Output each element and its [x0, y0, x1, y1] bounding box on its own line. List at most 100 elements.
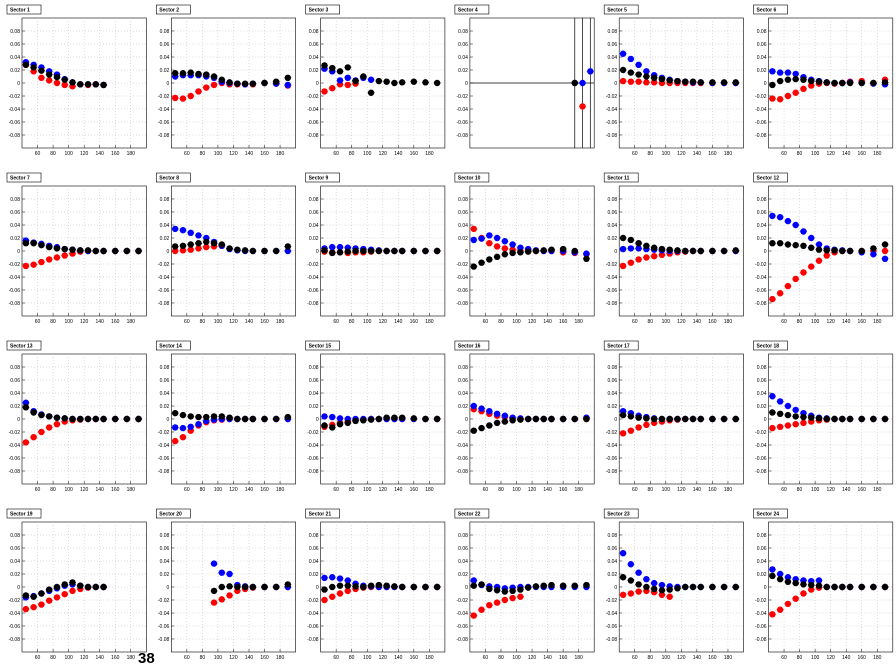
- data-point: [261, 79, 268, 87]
- y-tick-label: 0.06: [458, 546, 468, 552]
- data-point: [321, 596, 328, 604]
- y-tick-label: -0.04: [158, 107, 170, 113]
- y-tick-label: -0.04: [307, 107, 319, 113]
- y-tick-label: 0: [316, 417, 319, 423]
- y-tick-label: 0.08: [757, 533, 767, 539]
- y-tick-label: 0.06: [309, 210, 319, 216]
- data-point: [658, 581, 666, 589]
- data-point: [61, 415, 68, 422]
- data-point: [517, 593, 524, 600]
- x-tick-label: 180: [127, 655, 136, 661]
- data-point: [92, 247, 100, 255]
- y-tick-label: -0.04: [158, 611, 170, 617]
- chart-title-box: [156, 508, 191, 519]
- data-point: [336, 243, 344, 251]
- y-tick-label: 0.04: [757, 559, 767, 565]
- data-point: [336, 68, 344, 75]
- data-point: [391, 247, 398, 255]
- data-point: [792, 89, 799, 96]
- chart-title-box: [305, 508, 340, 519]
- data-point: [272, 583, 280, 591]
- data-point: [784, 411, 792, 419]
- data-point: [391, 414, 398, 421]
- data-point: [433, 79, 441, 87]
- y-tick-label: -0.04: [9, 107, 21, 113]
- data-point: [643, 68, 650, 75]
- data-point: [792, 275, 799, 283]
- y-tick-label: -0.06: [9, 456, 21, 462]
- x-tick-label: 80: [797, 151, 803, 157]
- data-point: [433, 247, 441, 255]
- chart-title: Sector 16: [458, 344, 481, 350]
- data-point: [650, 585, 658, 593]
- data-point: [383, 582, 390, 589]
- data-point: [321, 413, 328, 420]
- data-point: [846, 583, 854, 591]
- x-tick-label: 120: [826, 319, 835, 325]
- x-tick-label: 140: [394, 655, 403, 661]
- chart-title: Sector 13: [10, 344, 33, 350]
- data-point: [635, 71, 642, 78]
- data-point: [524, 248, 532, 255]
- x-tick-label: 140: [842, 487, 851, 493]
- data-point: [470, 577, 477, 584]
- data-point: [210, 587, 218, 595]
- x-tick-label: 80: [349, 151, 355, 157]
- data-point: [583, 255, 590, 262]
- y-tick-label: -0.02: [456, 598, 468, 604]
- y-tick-label: -0.08: [456, 469, 468, 475]
- data-point: [509, 249, 516, 257]
- data-point: [548, 581, 555, 589]
- y-tick-label: 0.02: [309, 236, 319, 242]
- data-point: [784, 600, 792, 608]
- data-point: [22, 439, 30, 446]
- data-point: [769, 95, 776, 102]
- data-point: [571, 582, 578, 589]
- y-tick-label: -0.02: [606, 598, 618, 604]
- x-tick-label: 100: [64, 151, 73, 157]
- y-tick-label: 0.08: [10, 365, 20, 371]
- data-point: [776, 606, 784, 613]
- data-point: [881, 415, 889, 423]
- data-point: [210, 240, 218, 247]
- y-tick-label: 0.08: [160, 29, 170, 35]
- data-point: [776, 423, 784, 430]
- x-tick-label: 120: [826, 487, 835, 493]
- y-tick-label: 0.02: [309, 68, 319, 74]
- data-point: [383, 247, 390, 255]
- data-point: [84, 583, 92, 591]
- chart-title-box: [603, 340, 639, 351]
- y-tick-label: -0.02: [158, 262, 170, 268]
- data-point: [433, 583, 441, 591]
- x-tick-label: 60: [483, 487, 489, 493]
- data-point: [643, 79, 650, 86]
- data-point: [30, 64, 37, 71]
- data-point: [650, 415, 658, 423]
- data-point: [650, 579, 658, 587]
- data-point: [241, 415, 249, 423]
- data-point: [532, 415, 540, 423]
- x-tick-label: 140: [394, 319, 403, 325]
- footer-label: 38: [138, 650, 155, 667]
- y-tick-label: -0.06: [456, 288, 468, 294]
- data-point: [84, 415, 92, 423]
- x-tick-label: 60: [483, 655, 489, 661]
- y-tick-label: 0.06: [160, 378, 170, 384]
- y-tick-label: 0: [167, 585, 170, 591]
- data-point: [769, 409, 776, 416]
- data-point: [870, 251, 877, 258]
- data-point: [881, 247, 889, 255]
- y-tick-label: -0.02: [307, 430, 319, 436]
- data-point: [123, 415, 131, 423]
- x-tick-label: 80: [797, 655, 803, 661]
- data-point: [493, 587, 501, 594]
- data-point: [30, 434, 37, 441]
- data-point: [509, 594, 516, 602]
- data-point: [135, 247, 142, 255]
- data-point: [478, 606, 485, 613]
- x-tick-label: 120: [379, 487, 388, 493]
- data-point: [540, 582, 547, 589]
- x-tick-label: 60: [632, 319, 638, 325]
- data-point: [195, 245, 202, 252]
- data-point: [658, 587, 666, 594]
